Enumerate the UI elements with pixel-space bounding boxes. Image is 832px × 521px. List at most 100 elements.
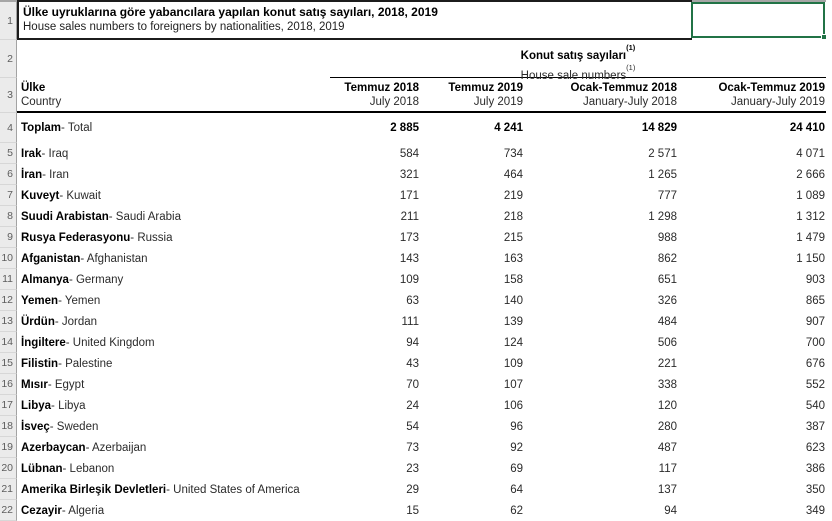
value-cell[interactable]: 2 571 xyxy=(648,147,677,160)
row-header-3[interactable]: 3 xyxy=(0,78,17,113)
value-cell[interactable]: 464 xyxy=(503,168,523,181)
value-cell[interactable]: 117 xyxy=(658,462,677,475)
value-cell[interactable]: 69 xyxy=(510,462,523,475)
row-header-20[interactable]: 20 xyxy=(0,458,17,479)
row-header-15[interactable]: 15 xyxy=(0,353,17,374)
country-cell[interactable]: İran - Iran xyxy=(21,168,69,181)
value-cell[interactable]: 552 xyxy=(805,378,825,391)
value-cell[interactable]: 106 xyxy=(503,399,523,412)
value-cell[interactable]: 4 071 xyxy=(796,147,825,160)
country-cell[interactable]: İsveç - Sweden xyxy=(21,420,99,433)
value-cell[interactable]: 2 666 xyxy=(796,168,825,181)
row-header-16[interactable]: 16 xyxy=(0,374,17,395)
value-cell[interactable]: 1 265 xyxy=(648,168,677,181)
country-cell[interactable]: Filistin - Palestine xyxy=(21,357,113,370)
value-cell[interactable]: 1 150 xyxy=(796,252,825,265)
row-header-21[interactable]: 21 xyxy=(0,479,17,500)
value-cell[interactable]: 219 xyxy=(503,189,523,202)
value-cell[interactable]: 326 xyxy=(657,294,677,307)
value-cell[interactable]: 2 885 xyxy=(390,122,419,134)
value-cell[interactable]: 700 xyxy=(805,336,825,349)
country-cell[interactable]: Lübnan - Lebanon xyxy=(21,462,115,475)
fill-handle[interactable] xyxy=(821,34,827,40)
value-cell[interactable]: 64 xyxy=(510,483,523,496)
country-cell[interactable]: Suudi Arabistan - Saudi Arabia xyxy=(21,210,181,223)
value-cell[interactable]: 221 xyxy=(657,357,677,370)
value-cell[interactable]: 218 xyxy=(503,210,523,223)
country-cell[interactable]: Amerika Birleşik Devletleri - United Sta… xyxy=(21,483,300,496)
value-cell[interactable]: 506 xyxy=(657,336,677,349)
country-cell[interactable]: Yemen - Yemen xyxy=(21,294,101,307)
value-cell[interactable]: 584 xyxy=(399,147,419,160)
country-cell[interactable]: Toplam - Total xyxy=(21,122,93,134)
value-cell[interactable]: 487 xyxy=(657,441,677,454)
value-cell[interactable]: 338 xyxy=(657,378,677,391)
value-cell[interactable]: 215 xyxy=(503,231,523,244)
country-cell[interactable]: Almanya - Germany xyxy=(21,273,124,286)
value-cell[interactable]: 865 xyxy=(805,294,825,307)
row-header-18[interactable]: 18 xyxy=(0,416,17,437)
title-cell[interactable]: Ülke uyruklarına göre yabancılara yapıla… xyxy=(17,0,692,40)
value-cell[interactable]: 387 xyxy=(805,420,825,433)
value-cell[interactable]: 173 xyxy=(399,231,419,244)
value-cell[interactable]: 140 xyxy=(503,294,523,307)
value-cell[interactable]: 24 xyxy=(406,399,419,412)
value-cell[interactable]: 24 410 xyxy=(789,122,825,134)
value-cell[interactable]: 94 xyxy=(664,504,677,517)
value-cell[interactable]: 386 xyxy=(805,462,825,475)
value-cell[interactable]: 63 xyxy=(406,294,419,307)
column-header-country[interactable]: Ülke Country xyxy=(21,82,62,108)
country-cell[interactable]: Rusya Federasyonu - Russia xyxy=(21,231,173,244)
row-header-10[interactable]: 10 xyxy=(0,248,17,269)
column-header-july-2019[interactable]: Temmuz 2019 July 2019 xyxy=(448,82,523,108)
country-cell[interactable]: Cezayir - Algeria xyxy=(21,504,105,517)
value-cell[interactable]: 94 xyxy=(406,336,419,349)
value-cell[interactable]: 350 xyxy=(805,483,825,496)
column-header-jan-july-2019[interactable]: Ocak-Temmuz 2019 January-July 2019 xyxy=(718,82,825,108)
value-cell[interactable]: 109 xyxy=(503,357,523,370)
row-header-9[interactable]: 9 xyxy=(0,227,17,248)
value-cell[interactable]: 109 xyxy=(399,273,419,286)
value-cell[interactable]: 163 xyxy=(503,252,523,265)
row-header-22[interactable]: 22 xyxy=(0,500,17,521)
group-header-cell[interactable]: Konut satış sayıları(1) House sale numbe… xyxy=(330,40,826,82)
country-cell[interactable]: İngiltere - United Kingdom xyxy=(21,336,155,349)
value-cell[interactable]: 907 xyxy=(805,315,825,328)
value-cell[interactable]: 158 xyxy=(503,273,523,286)
selected-cell[interactable] xyxy=(691,2,827,40)
value-cell[interactable]: 92 xyxy=(510,441,523,454)
value-cell[interactable]: 988 xyxy=(657,231,677,244)
country-cell[interactable]: Kuveyt - Kuwait xyxy=(21,189,101,202)
value-cell[interactable]: 107 xyxy=(503,378,523,391)
value-cell[interactable]: 143 xyxy=(399,252,419,265)
value-cell[interactable]: 137 xyxy=(657,483,677,496)
value-cell[interactable]: 1 089 xyxy=(796,189,825,202)
value-cell[interactable]: 280 xyxy=(657,420,677,433)
value-cell[interactable]: 120 xyxy=(657,399,677,412)
value-cell[interactable]: 676 xyxy=(805,357,825,370)
value-cell[interactable]: 777 xyxy=(657,189,677,202)
value-cell[interactable]: 15 xyxy=(406,504,419,517)
value-cell[interactable]: 903 xyxy=(805,273,825,286)
country-cell[interactable]: Azerbaycan - Azerbaijan xyxy=(21,441,147,454)
row-header-8[interactable]: 8 xyxy=(0,206,17,227)
value-cell[interactable]: 211 xyxy=(400,210,419,223)
value-cell[interactable]: 1 298 xyxy=(648,210,677,223)
row-header-7[interactable]: 7 xyxy=(0,185,17,206)
value-cell[interactable]: 623 xyxy=(805,441,825,454)
value-cell[interactable]: 111 xyxy=(401,315,419,328)
value-cell[interactable]: 29 xyxy=(406,483,419,496)
row-header-13[interactable]: 13 xyxy=(0,311,17,332)
value-cell[interactable]: 62 xyxy=(510,504,523,517)
value-cell[interactable]: 96 xyxy=(510,420,523,433)
country-cell[interactable]: Afganistan - Afghanistan xyxy=(21,252,148,265)
value-cell[interactable]: 70 xyxy=(406,378,419,391)
value-cell[interactable]: 54 xyxy=(406,420,419,433)
value-cell[interactable]: 484 xyxy=(657,315,677,328)
row-header-1[interactable]: 1 xyxy=(0,0,17,40)
value-cell[interactable]: 540 xyxy=(805,399,825,412)
value-cell[interactable]: 171 xyxy=(399,189,419,202)
value-cell[interactable]: 43 xyxy=(406,357,419,370)
row-header-19[interactable]: 19 xyxy=(0,437,17,458)
column-header-july-2018[interactable]: Temmuz 2018 July 2018 xyxy=(344,82,419,108)
